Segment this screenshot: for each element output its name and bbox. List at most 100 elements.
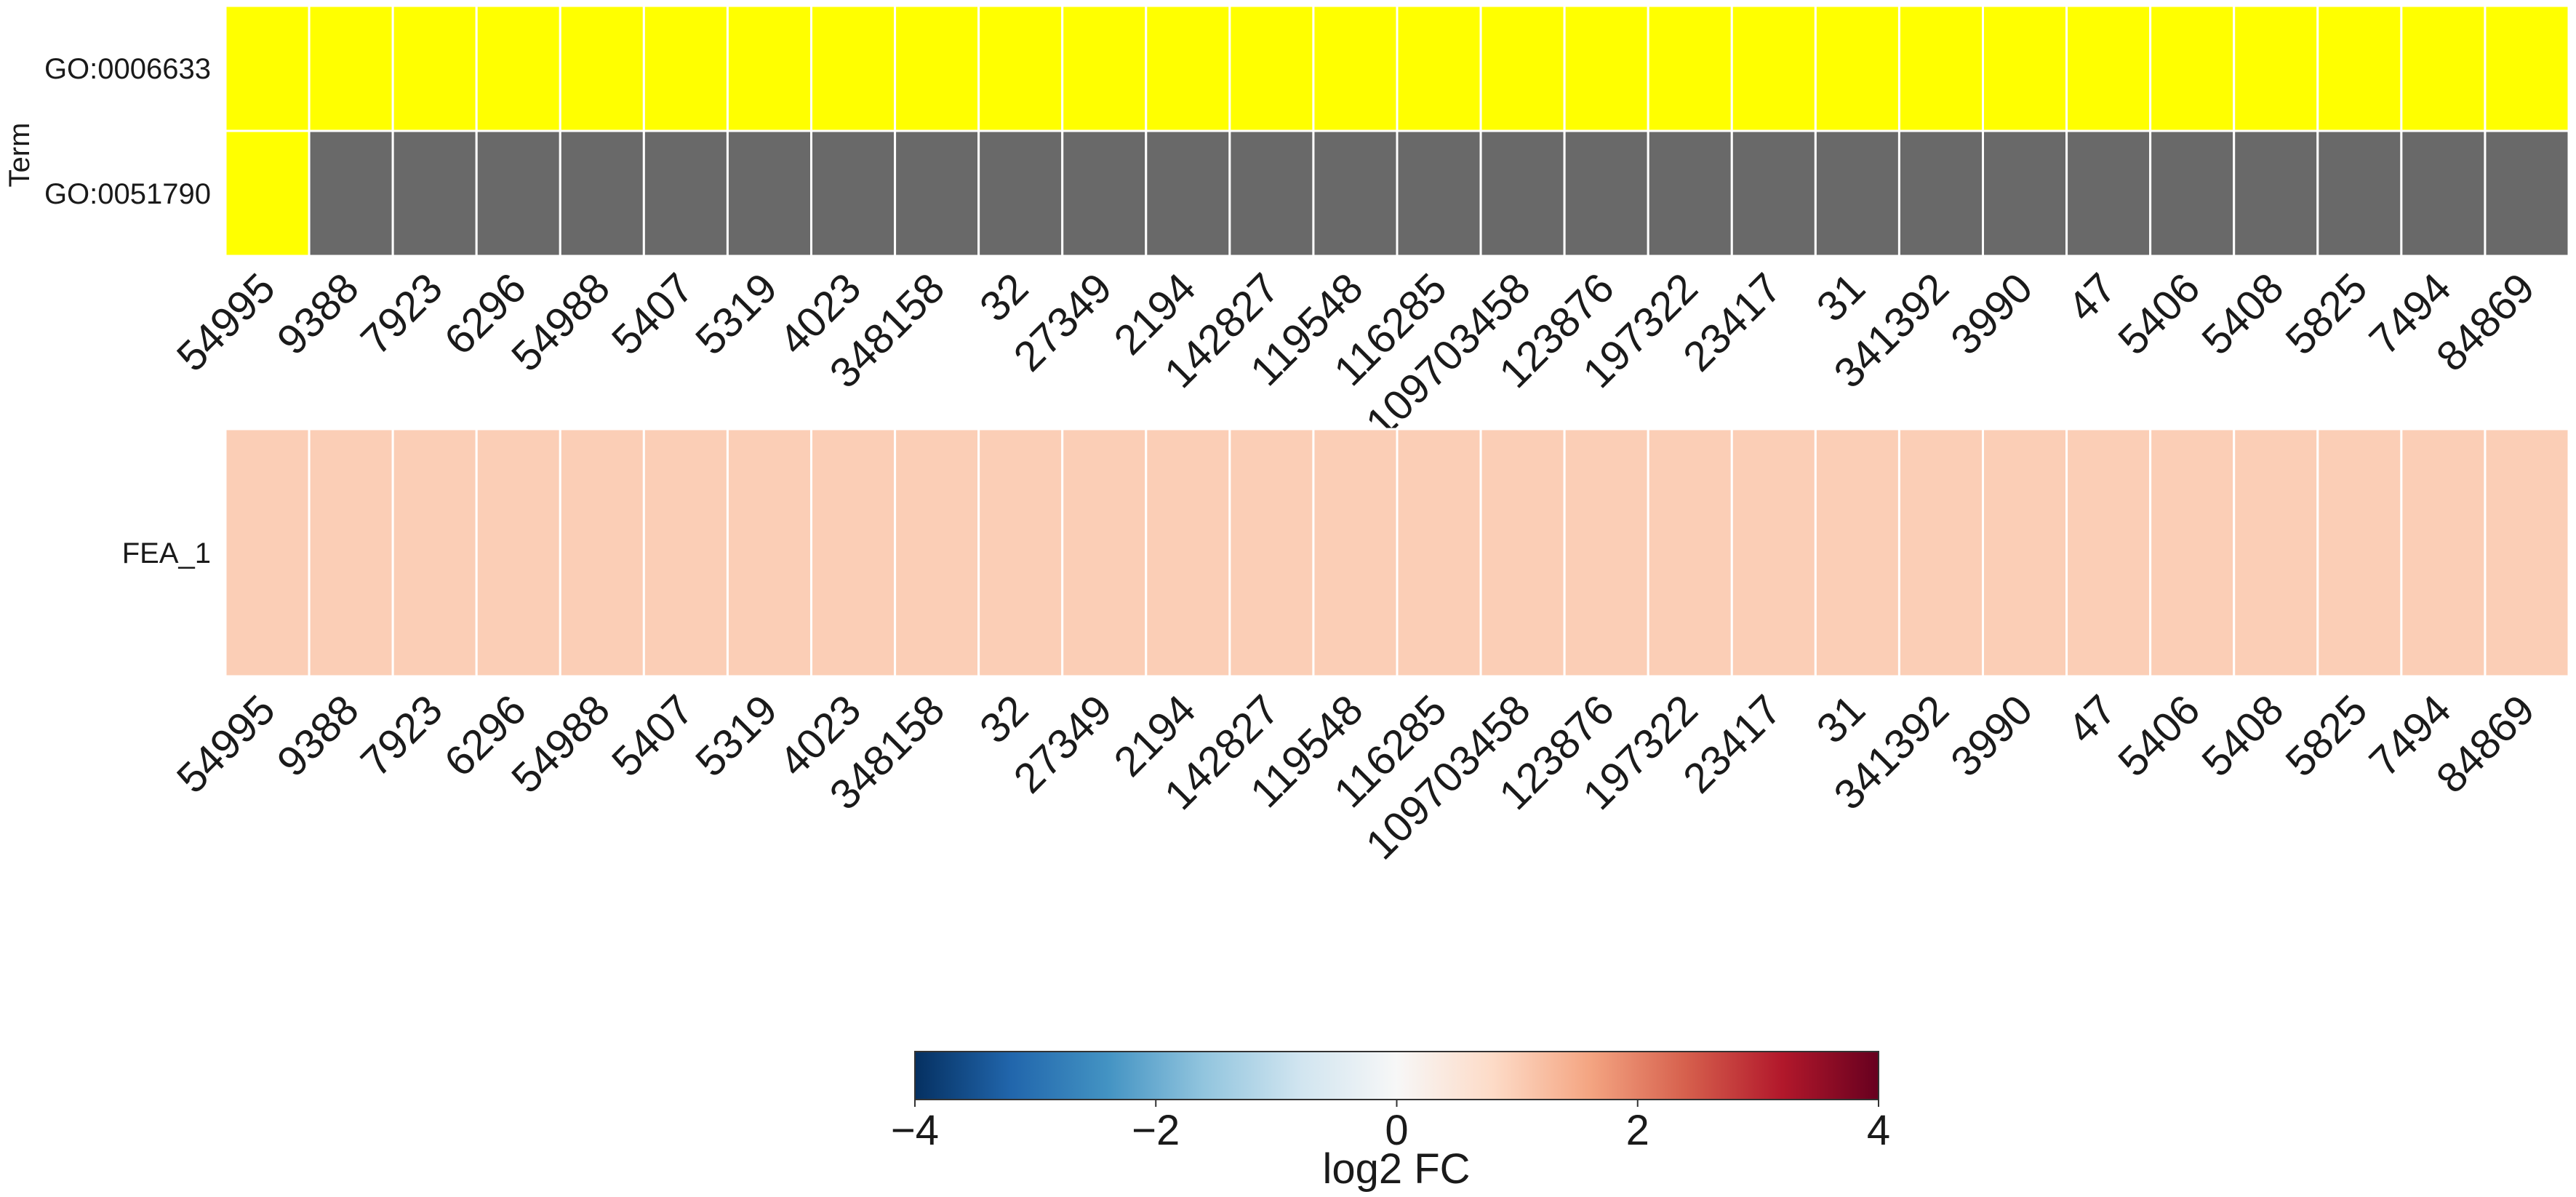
x-tick-label: 5319 bbox=[687, 264, 786, 364]
x-tick-label: 31 bbox=[1808, 686, 1875, 753]
heatmap-cell bbox=[1061, 428, 1148, 678]
heatmap-cell bbox=[559, 4, 645, 132]
x-tick-label: 32 bbox=[971, 686, 1038, 753]
x-tick-label: 7923 bbox=[352, 264, 452, 364]
heatmap-cell bbox=[2400, 129, 2487, 257]
x-tick-label: 47 bbox=[2059, 686, 2126, 753]
heatmap-cell bbox=[475, 129, 561, 257]
heatmap-cell bbox=[1647, 4, 1733, 132]
x-tick-label: 5406 bbox=[2109, 686, 2209, 785]
heatmap-cell bbox=[308, 428, 394, 678]
heatmap-cell bbox=[1982, 428, 2068, 678]
heatmap-cell bbox=[2316, 4, 2403, 132]
x-tick-label: 54988 bbox=[503, 264, 619, 380]
y-axis-label: Term bbox=[4, 123, 36, 188]
heatmap-cell bbox=[2149, 129, 2236, 257]
heatmap-cell bbox=[1145, 4, 1231, 132]
heatmap-cell bbox=[1479, 129, 1566, 257]
heatmap-cell bbox=[642, 4, 729, 132]
colorbar-tick-label: 0 bbox=[1385, 1107, 1408, 1154]
x-tick-label: 84869 bbox=[2428, 686, 2544, 802]
heatmap-cell bbox=[391, 129, 478, 257]
x-tick-label: 84869 bbox=[2428, 264, 2544, 380]
heatmap-cell bbox=[1312, 129, 1399, 257]
colorbar-tick-label: −4 bbox=[891, 1107, 939, 1154]
heatmap-cell bbox=[2233, 428, 2319, 678]
heatmap-cell bbox=[1563, 4, 1649, 132]
heatmap-cell bbox=[2484, 4, 2570, 132]
heatmap-cell bbox=[224, 129, 311, 257]
heatmap-cell bbox=[1730, 4, 1817, 132]
heatmap-cell bbox=[810, 428, 897, 678]
heatmap-cell bbox=[2233, 4, 2319, 132]
heatmap-cell bbox=[642, 129, 729, 257]
x-tick-label: 31 bbox=[1808, 264, 1875, 331]
x-tick-label: 27349 bbox=[1004, 686, 1121, 802]
x-tick-label: 47 bbox=[2059, 264, 2126, 331]
heatmap-cell bbox=[1982, 129, 2068, 257]
go-term-heatmap bbox=[224, 4, 2570, 257]
heatmap-cell bbox=[810, 4, 897, 132]
bottom-x-tick-labels: 5499593887923629654988540753194023348158… bbox=[168, 686, 2544, 868]
x-tick-label: 9388 bbox=[268, 264, 368, 364]
heatmap-cell bbox=[1730, 428, 1817, 678]
heatmap-cell bbox=[475, 428, 561, 678]
heatmap-cell bbox=[391, 428, 478, 678]
heatmap-cell bbox=[1312, 428, 1399, 678]
heatmap-cell bbox=[894, 4, 980, 132]
heatmap-cell bbox=[308, 4, 394, 132]
heatmap-cell bbox=[1479, 4, 1566, 132]
top-x-tick-labels: 5499593887923629654988540753194023348158… bbox=[168, 264, 2544, 447]
heatmap-cell bbox=[1647, 428, 1733, 678]
heatmap-cell bbox=[2149, 4, 2236, 132]
row-label: GO:0006633 bbox=[44, 53, 211, 85]
x-tick-label: 5407 bbox=[603, 264, 703, 364]
heatmap-cell bbox=[559, 428, 645, 678]
heatmap-cell bbox=[1396, 428, 1482, 678]
fea-heatmap bbox=[224, 428, 2570, 678]
heatmap-cell bbox=[1145, 129, 1231, 257]
x-tick-label: 32 bbox=[971, 264, 1038, 331]
heatmap-cell bbox=[2316, 428, 2403, 678]
heatmap-cell bbox=[308, 129, 394, 257]
heatmap-cell bbox=[2316, 129, 2403, 257]
heatmap-cell bbox=[1563, 129, 1649, 257]
heatmap-cell bbox=[2484, 129, 2570, 257]
x-tick-label: 3990 bbox=[1942, 264, 2041, 364]
colorbar bbox=[914, 1051, 1879, 1100]
x-tick-label: 23417 bbox=[1674, 686, 1791, 802]
heatmap-cell bbox=[1814, 428, 1900, 678]
heatmap-cell bbox=[2065, 428, 2152, 678]
x-tick-label: 23417 bbox=[1674, 264, 1791, 380]
heatmap-cell bbox=[2065, 129, 2152, 257]
heatmap-cell bbox=[1479, 428, 1566, 678]
x-tick-label: 27349 bbox=[1004, 264, 1121, 380]
heatmap-cell bbox=[2233, 129, 2319, 257]
x-tick-label: 5408 bbox=[2193, 686, 2292, 785]
x-tick-label: 54988 bbox=[503, 686, 619, 802]
heatmap-cell bbox=[559, 129, 645, 257]
x-tick-label: 9388 bbox=[268, 686, 368, 785]
x-tick-label: 5407 bbox=[603, 686, 703, 785]
heatmap-cell bbox=[1897, 129, 1984, 257]
x-tick-label: 54995 bbox=[168, 686, 284, 802]
colorbar-tick-label: −2 bbox=[1132, 1107, 1180, 1154]
fea-row-labels: FEA_1 bbox=[122, 537, 211, 569]
heatmap-cell bbox=[1145, 428, 1231, 678]
heatmap-cell bbox=[2149, 428, 2236, 678]
heatmap-cell bbox=[2400, 4, 2487, 132]
heatmap-cell bbox=[642, 428, 729, 678]
heatmap-cell bbox=[2065, 4, 2152, 132]
x-tick-label: 7923 bbox=[352, 686, 452, 785]
heatmap-cell bbox=[1647, 129, 1733, 257]
heatmap-cell bbox=[977, 428, 1064, 678]
heatmap-cell bbox=[1396, 129, 1482, 257]
heatmap-cell bbox=[2400, 428, 2487, 678]
heatmap-cell bbox=[1563, 428, 1649, 678]
heatmap-cell bbox=[1061, 4, 1148, 132]
heatmap-cell bbox=[224, 428, 311, 678]
colorbar-tick-label: 2 bbox=[1626, 1107, 1649, 1154]
x-tick-label: 5825 bbox=[2276, 686, 2376, 785]
heatmap-cell bbox=[810, 129, 897, 257]
